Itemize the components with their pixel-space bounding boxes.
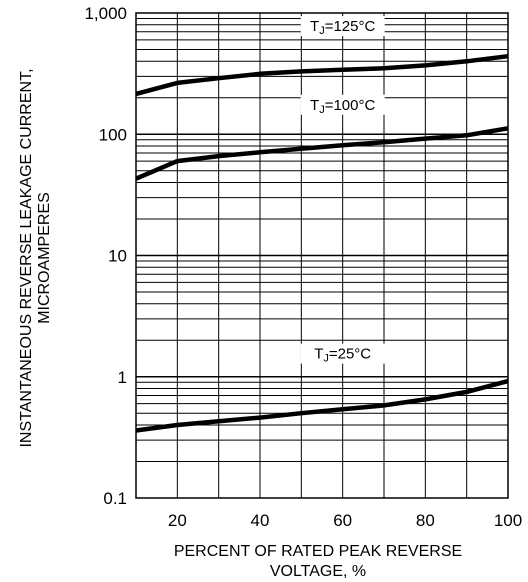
series-line-0 [135, 53, 509, 97]
y-tick-labels: 0.1 1 10 100 1,000 [84, 4, 127, 508]
series-labels: TJ=125°C TJ=100°C TJ=25°C [300, 16, 385, 365]
series-line-2 [135, 378, 509, 433]
series-lines [135, 53, 509, 433]
x-tick-label: 100 [494, 511, 522, 530]
series-label-background [300, 94, 385, 115]
x-tick-label: 80 [416, 511, 435, 530]
x-tick-label: 20 [168, 511, 187, 530]
series-label-background [300, 343, 385, 364]
series-label-2: TJ=25°C [314, 346, 371, 365]
series-label-background [300, 16, 385, 37]
series-label-0: TJ=125°C [310, 18, 375, 37]
x-axis-title-line-2: VOLTAGE, % [270, 563, 366, 580]
y-axis-title-line-2: MICROAMPERES [36, 192, 53, 324]
x-tick-label: 60 [333, 511, 352, 530]
series-label-1: TJ=100°C [310, 97, 375, 116]
series-line-1 [135, 126, 509, 181]
y-axis-title-line-1: INSTANTANEOUS REVERSE LEAKAGE CURRENT, [18, 68, 35, 447]
y-tick-label: 0.1 [103, 489, 127, 508]
x-tick-label: 40 [251, 511, 270, 530]
y-tick-label: 1 [118, 368, 127, 387]
x-tick-labels: 20 40 60 80 100 [168, 511, 522, 530]
x-axis-title-line-1: PERCENT OF RATED PEAK REVERSE [174, 543, 462, 560]
plot-frame [135, 12, 509, 499]
y-tick-label: 10 [108, 247, 127, 266]
y-tick-label: 100 [99, 125, 127, 144]
y-tick-label: 1,000 [84, 4, 127, 23]
